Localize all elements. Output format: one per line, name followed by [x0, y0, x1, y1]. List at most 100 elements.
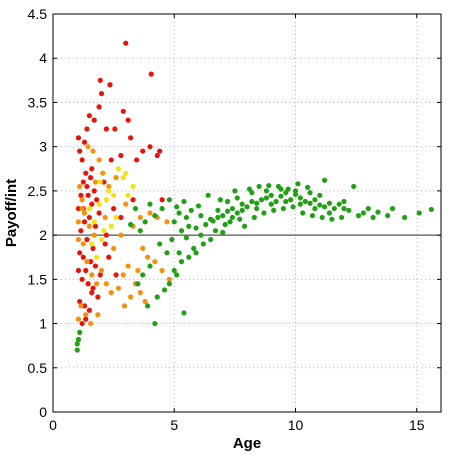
data-point [92, 263, 99, 269]
data-point [188, 207, 194, 213]
data-point [85, 281, 91, 287]
y-tick-label: 2 [39, 227, 47, 243]
data-point [200, 241, 206, 247]
data-point [222, 221, 228, 228]
data-point [254, 205, 260, 212]
data-point [326, 200, 333, 206]
data-point [103, 197, 109, 203]
data-point [106, 183, 112, 190]
data-point [249, 198, 255, 205]
data-point [75, 236, 82, 243]
data-point [96, 157, 102, 163]
data-point [152, 320, 158, 327]
data-point [278, 193, 284, 199]
data-point [113, 175, 119, 181]
data-point [128, 294, 134, 300]
data-point [84, 183, 90, 190]
data-point [103, 126, 109, 132]
x-axis-title: Age [233, 435, 261, 452]
data-point [108, 157, 114, 163]
data-point [174, 272, 180, 278]
data-point [215, 207, 221, 213]
data-point [142, 298, 148, 305]
data-point [86, 307, 92, 313]
data-point [75, 135, 82, 141]
data-point [75, 336, 82, 343]
data-point [80, 254, 86, 260]
data-point [312, 197, 318, 203]
data-point [77, 329, 83, 335]
data-point [166, 281, 172, 287]
data-point [89, 201, 95, 207]
data-point [166, 276, 172, 282]
data-point [86, 223, 92, 229]
data-point [232, 188, 238, 194]
data-point [292, 188, 299, 194]
data-point [159, 197, 165, 203]
data-point [89, 272, 95, 278]
data-point [225, 208, 231, 214]
data-point [100, 170, 106, 176]
data-point [322, 204, 328, 210]
data-point [300, 210, 306, 216]
data-point [263, 195, 269, 201]
data-point [351, 183, 357, 190]
y-tick-label: 3 [39, 139, 47, 155]
data-point [142, 219, 148, 225]
data-point [237, 216, 243, 222]
data-point [225, 198, 231, 205]
data-point [154, 152, 160, 159]
data-point [360, 210, 366, 216]
data-point [103, 232, 109, 238]
data-point [297, 201, 303, 207]
data-point [161, 287, 168, 293]
data-point [208, 216, 214, 222]
data-point [285, 186, 291, 192]
data-point [147, 144, 153, 150]
data-point [135, 267, 141, 274]
data-point [134, 157, 140, 163]
data-point [91, 219, 97, 225]
data-point [87, 175, 94, 181]
data-point [140, 272, 146, 278]
data-point [174, 204, 180, 210]
data-point [178, 228, 185, 234]
y-tick-label: 4 [39, 50, 47, 66]
data-point [416, 210, 422, 216]
data-point [176, 250, 182, 256]
y-tick-label: 3.5 [28, 94, 48, 110]
data-point [317, 202, 323, 208]
data-point [83, 267, 89, 274]
data-point [256, 183, 262, 190]
data-point [97, 77, 103, 83]
data-point [108, 223, 114, 229]
data-point [106, 254, 112, 260]
data-point [90, 148, 96, 154]
data-point [92, 223, 99, 229]
data-point [178, 259, 185, 265]
x-tick-label: 15 [409, 417, 425, 433]
data-point [365, 205, 371, 212]
data-point [244, 204, 250, 210]
data-point [75, 205, 82, 212]
data-point [97, 179, 103, 185]
data-point [271, 207, 277, 213]
data-point [290, 204, 296, 210]
data-point [302, 198, 308, 205]
data-point [355, 213, 362, 219]
data-point [94, 197, 100, 203]
data-point [305, 184, 311, 190]
data-point [140, 148, 146, 154]
data-point [148, 71, 154, 77]
data-point [338, 214, 345, 221]
data-point [389, 205, 396, 212]
data-point [164, 250, 170, 256]
data-point [79, 197, 85, 203]
data-point [111, 192, 117, 198]
data-point [322, 177, 328, 183]
data-point [98, 267, 105, 274]
data-point [258, 197, 265, 203]
data-point [140, 245, 146, 251]
data-point [101, 228, 107, 234]
